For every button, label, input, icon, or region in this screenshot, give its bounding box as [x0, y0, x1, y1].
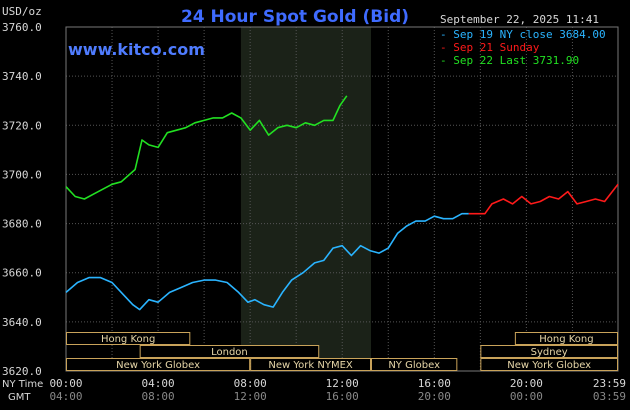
- y-tick-label: 3640.0: [2, 316, 42, 329]
- ny-time-tick: 20:00: [510, 377, 543, 390]
- y-tick-label: 3720.0: [2, 119, 42, 132]
- market-label: New York Globex: [507, 360, 591, 371]
- unit-label: USD/oz: [2, 5, 42, 18]
- ny-time-tick: 08:00: [234, 377, 267, 390]
- gmt-tick: 03:59: [593, 390, 626, 403]
- y-tick-label: 3740.0: [2, 70, 42, 83]
- datetime: September 22, 2025 11:41: [440, 13, 599, 26]
- market-box: [250, 358, 372, 371]
- market-box: [514, 332, 619, 345]
- gmt-tick: 16:00: [326, 390, 359, 403]
- market-box: [480, 358, 618, 371]
- y-tick-label: 3760.0: [2, 21, 42, 34]
- market-box: [371, 358, 458, 371]
- y-tick-label: 3680.0: [2, 218, 42, 231]
- market-label: London: [211, 347, 248, 358]
- market-box: [480, 345, 618, 358]
- market-label: Sydney: [531, 347, 568, 358]
- ny-time-tick: 04:00: [142, 377, 175, 390]
- gmt-label: GMT: [8, 392, 31, 403]
- price-line: [65, 212, 469, 311]
- ny-time-tick: 12:00: [326, 377, 359, 390]
- market-label: Hong Kong: [539, 334, 593, 345]
- market-box: [66, 358, 251, 371]
- gmt-tick: 04:00: [49, 390, 82, 403]
- market-label: NY Globex: [388, 360, 440, 371]
- ny-time-label: NY Time: [2, 379, 43, 390]
- price-line: [468, 183, 619, 215]
- chart-title: 24 Hour Spot Gold (Bid): [181, 7, 409, 27]
- market-label: Hong Kong: [101, 334, 155, 345]
- market-box: [66, 332, 191, 345]
- market-box: [139, 345, 320, 358]
- legend-entry: - Sep 22 Last 3731.90: [440, 54, 579, 67]
- y-tick-label: 3700.0: [2, 168, 42, 181]
- legend-entry: - Sep 21 Sunday: [440, 41, 540, 54]
- gmt-tick: 20:00: [418, 390, 451, 403]
- session-shade: [240, 27, 372, 371]
- watermark: www.kitco.com: [68, 40, 205, 59]
- market-label: New York NYMEX: [268, 360, 353, 371]
- gmt-tick: 00:00: [510, 390, 543, 403]
- legend-entry: - Sep 19 NY close 3684.00: [440, 28, 606, 41]
- market-label: New York Globex: [116, 360, 200, 371]
- y-tick-label: 3660.0: [2, 267, 42, 280]
- ny-time-tick: 23:59: [593, 377, 626, 390]
- gmt-tick: 08:00: [142, 390, 175, 403]
- ny-time-tick: 00:00: [49, 377, 82, 390]
- price-line: [65, 95, 348, 200]
- y-tick-label: 3620.0: [2, 365, 42, 378]
- gmt-tick: 12:00: [234, 390, 267, 403]
- ny-time-tick: 16:00: [418, 377, 451, 390]
